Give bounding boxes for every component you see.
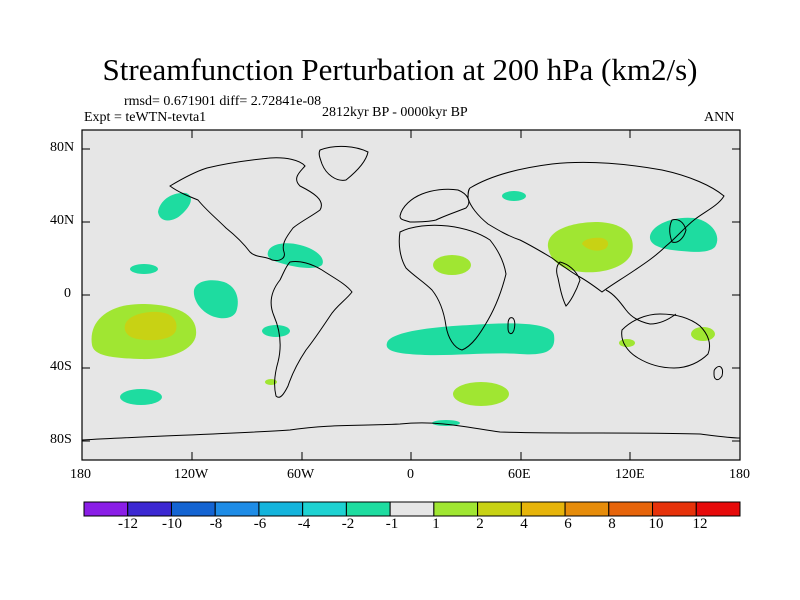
coast-australia <box>621 313 711 369</box>
lon-label-180e: 180 <box>729 467 750 482</box>
colorbar-box <box>127 501 172 517</box>
colorbar-label: -8 <box>209 516 223 532</box>
lat-label-40n: 40N <box>50 213 75 228</box>
colorbar-label: -12 <box>118 516 138 532</box>
colorbar-box <box>520 501 566 517</box>
lon-label-180w: 180 <box>70 467 91 482</box>
colorbar-label: 10 <box>648 516 664 532</box>
colorbar-label: 2 <box>476 516 484 532</box>
colorbar-box <box>83 501 129 517</box>
colorbar-box <box>652 501 697 517</box>
lat-label-80s: 80S <box>50 432 72 447</box>
anomaly-south-pacific-core <box>124 311 177 341</box>
anomaly-southern-africa <box>386 323 555 356</box>
colorbar-label: -4 <box>297 516 311 532</box>
anomaly-southern-ocean <box>453 382 509 406</box>
coast-asia <box>467 161 725 293</box>
anomaly-north-africa <box>433 255 471 275</box>
anomaly-east-pacific <box>130 264 158 274</box>
anomaly-south-america-east <box>262 325 290 337</box>
anomaly-asia-core <box>582 237 609 251</box>
rmsd-diff-label: rmsd= 0.671901 diff= 2.72841e-08 <box>124 94 322 109</box>
coast-new-zealand <box>713 365 723 381</box>
lat-label-0: 0 <box>64 286 71 301</box>
plot-title: Streamfunction Perturbation at 200 hPa (… <box>102 52 698 87</box>
anomaly-japan <box>649 217 718 252</box>
lat-tick-marks <box>82 148 740 442</box>
positive-anomaly-regions <box>91 222 715 406</box>
colorbar-label: 12 <box>692 516 708 532</box>
lon-tick-marks <box>81 130 741 460</box>
colorbar-box <box>345 501 391 517</box>
coast-greenland <box>318 145 369 181</box>
anomaly-patagonia <box>265 379 277 385</box>
colorbar-label: 1 <box>432 516 440 532</box>
anomaly-tasman <box>619 339 635 347</box>
colorbar-box <box>389 501 435 517</box>
colorbar-box <box>477 501 522 517</box>
coast-africa <box>398 224 507 351</box>
coast-india <box>556 261 581 307</box>
experiment-label: Expt = teWTN-tevta1 <box>84 110 207 125</box>
anomaly-south-pacific-small <box>120 389 162 405</box>
colorbar-label: -2 <box>341 516 355 532</box>
colorbar <box>83 501 741 517</box>
coast-south-america <box>270 261 353 398</box>
coast-madagascar <box>507 317 516 335</box>
colorbar-label: 4 <box>520 516 528 532</box>
colorbar-box <box>564 501 610 517</box>
colorbar-label: -1 <box>385 516 399 532</box>
anomaly-east-australia <box>691 327 715 341</box>
colorbar-box <box>608 501 654 517</box>
lon-label-120w: 120W <box>174 467 209 482</box>
colorbar-box <box>214 501 260 517</box>
period-label: 2812kyr BP - 0000kyr BP <box>322 105 468 120</box>
anomaly-caribbean <box>267 243 323 268</box>
lon-label-60e: 60E <box>508 467 531 482</box>
lon-label-120e: 120E <box>615 467 645 482</box>
lon-label-60w: 60W <box>287 467 315 482</box>
map-background <box>82 130 740 460</box>
colorbar-label: -10 <box>162 516 182 532</box>
colorbar-label: -6 <box>253 516 267 532</box>
lon-label-0: 0 <box>407 467 414 482</box>
colorbar-label: 8 <box>608 516 616 532</box>
negative-anomaly-regions <box>120 191 718 426</box>
lat-label-80n: 80N <box>50 140 75 155</box>
coast-north-america <box>169 157 322 261</box>
anomaly-north-pacific <box>158 192 191 221</box>
anomaly-equatorial-pacific <box>193 280 238 319</box>
colorbar-box <box>302 501 347 517</box>
lat-label-40s: 40S <box>50 359 72 374</box>
colorbar-box <box>258 501 304 517</box>
colorbar-box <box>695 501 741 517</box>
coastlines <box>81 145 741 441</box>
anomaly-eurasia-small <box>502 191 526 201</box>
colorbar-box <box>433 501 479 517</box>
coast-antarctica <box>81 422 741 441</box>
coast-europe <box>399 188 470 223</box>
colorbar-label: 6 <box>564 516 572 532</box>
coast-japan <box>669 219 687 243</box>
season-label: ANN <box>704 110 735 125</box>
colorbar-box <box>170 501 216 517</box>
